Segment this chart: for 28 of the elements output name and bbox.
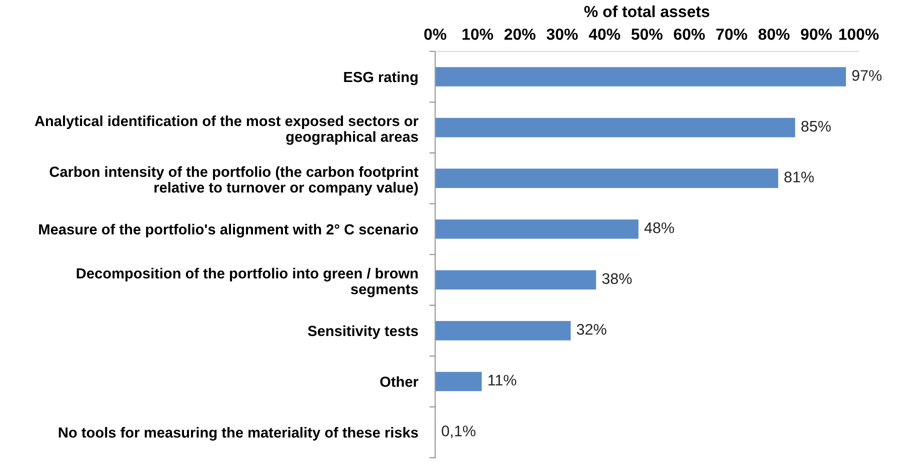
x-tick-label: 80% bbox=[758, 28, 790, 40]
data-label: 85% bbox=[801, 120, 831, 132]
y-tick-label: No tools for measuring the materiality of these risks bbox=[58, 426, 418, 441]
x-tick-label: 50% bbox=[631, 28, 662, 40]
data-label: 11% bbox=[488, 374, 516, 386]
y-tick-label: Sensitivity tests bbox=[308, 325, 418, 340]
data-label: 48% bbox=[644, 222, 674, 234]
y-tick-label: Carbon intensity of the portfolio (the carbon footprint relative to turnover or company value) bbox=[50, 166, 418, 196]
data-label: 97% bbox=[852, 70, 882, 81]
y-tick-label: Decomposition of the portfolio into green / brown segments bbox=[76, 268, 418, 298]
x-tick-label: 90% bbox=[800, 28, 832, 40]
x-tick-label: 70% bbox=[716, 28, 748, 40]
x-axis-title: % of total assets bbox=[584, 5, 710, 18]
x-tick-label: 100% bbox=[839, 28, 879, 40]
x-tick-label: 30% bbox=[546, 28, 578, 40]
data-label: 32% bbox=[576, 324, 606, 335]
y-tick-label: Measure of the portfolio's alignment with 2° C scenario bbox=[39, 224, 418, 238]
data-label: 38% bbox=[602, 273, 632, 284]
x-tick-label: 10% bbox=[462, 28, 494, 40]
y-tick-label: Other bbox=[380, 376, 418, 387]
x-tick-label: 0% bbox=[424, 28, 446, 40]
y-tick-label: ESG rating bbox=[344, 71, 418, 86]
y-tick-label: Analytical identification of the most exposed sectors or geographical areas bbox=[34, 115, 418, 145]
data-label: 0,1% bbox=[442, 426, 476, 438]
data-label: 81% bbox=[784, 172, 814, 182]
x-tick-label: 40% bbox=[588, 28, 620, 40]
x-tick-label: 60% bbox=[674, 28, 705, 40]
x-tick-label: 20% bbox=[504, 28, 536, 40]
